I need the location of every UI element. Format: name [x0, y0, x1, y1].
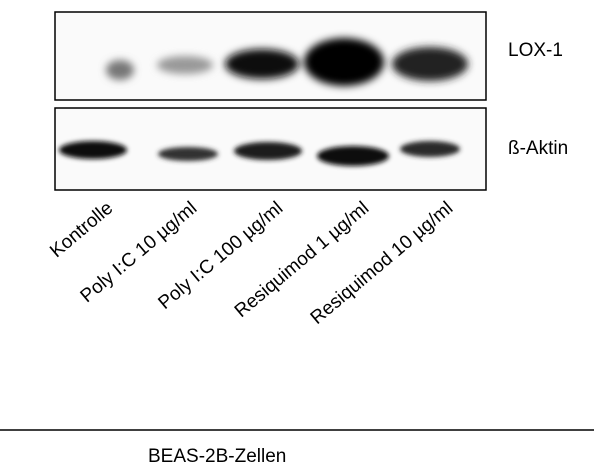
- blot-label: ß-Aktin: [508, 138, 568, 159]
- band: [157, 56, 213, 74]
- band: [392, 47, 468, 81]
- band: [106, 60, 134, 80]
- lox-blot: LOX-1: [55, 12, 563, 100]
- band: [158, 147, 218, 161]
- actin-blot: ß-Aktin: [55, 108, 568, 190]
- band: [234, 142, 302, 160]
- lane-label: Kontrolle: [46, 198, 117, 262]
- blot-label: LOX-1: [508, 40, 563, 61]
- lane-label: Resiquimod 10 µg/ml: [307, 198, 458, 329]
- band: [225, 49, 299, 79]
- band: [304, 38, 384, 86]
- lane-labels: Kontrolle Poly I:C 10 µg/ml Poly I:C 100…: [46, 198, 457, 329]
- band: [400, 141, 460, 157]
- figure: LOX-1 ß-Aktin Kontrolle Poly I:C 10 µg/m…: [0, 0, 594, 466]
- band: [317, 146, 389, 166]
- group-label: BEAS-2B-Zellen: [148, 446, 286, 466]
- band: [59, 141, 127, 159]
